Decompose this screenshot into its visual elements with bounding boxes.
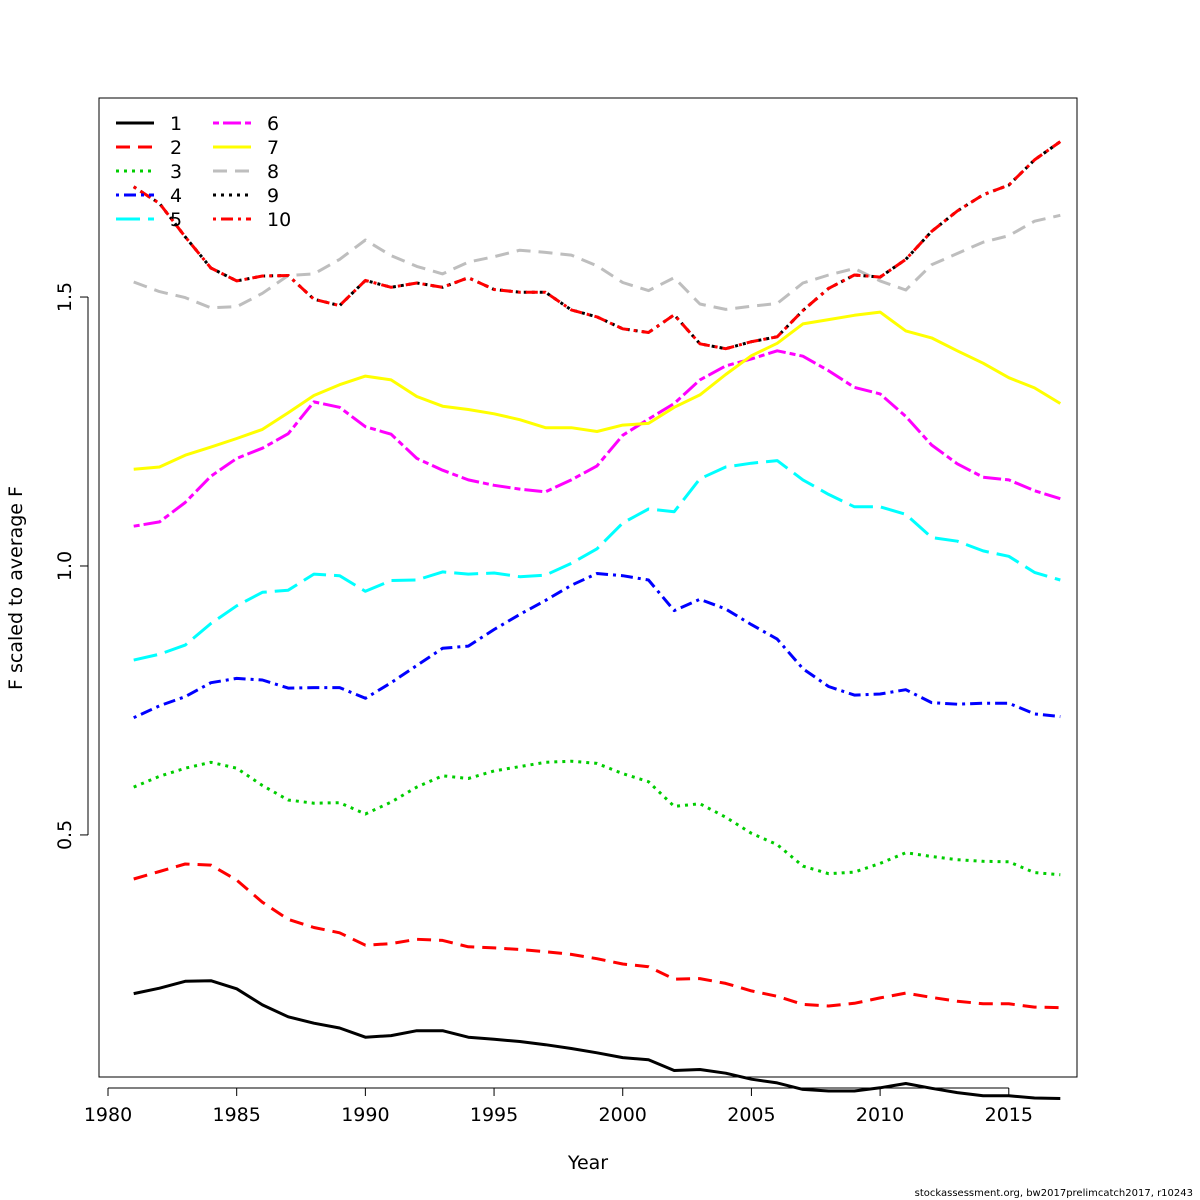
y-axis: 0.5 1.0 1.5 bbox=[54, 282, 89, 850]
series-line-7 bbox=[133, 310, 1062, 471]
series-line-5 bbox=[133, 459, 1061, 662]
legend-label-7: 7 bbox=[267, 137, 279, 159]
x-axis-label: Year bbox=[567, 1152, 608, 1174]
x-tick-label: 2010 bbox=[856, 1104, 904, 1126]
series-line-10 bbox=[132, 140, 1062, 351]
plot-frame bbox=[98, 97, 1078, 1078]
series-line-2 bbox=[133, 862, 1061, 1010]
legend-label-9: 9 bbox=[267, 185, 279, 207]
y-axis-label: F scaled to average F bbox=[5, 486, 27, 690]
legend-label-5: 5 bbox=[170, 209, 182, 231]
y-tick-label: 1.0 bbox=[54, 551, 76, 581]
x-axis: 1980 1985 1990 1995 2000 2005 2010 2015 bbox=[84, 1087, 1033, 1126]
footer-credit: stockassessment.org, bw2017prelimcatch20… bbox=[915, 1188, 1193, 1199]
x-tick-label: 1985 bbox=[213, 1104, 261, 1126]
legend-label-3: 3 bbox=[170, 161, 182, 183]
legend-label-6: 6 bbox=[267, 113, 279, 135]
x-tick-label: 1990 bbox=[341, 1104, 389, 1126]
series-line-1 bbox=[133, 979, 1061, 1100]
legend-label-2: 2 bbox=[170, 137, 182, 159]
legend-label-8: 8 bbox=[267, 161, 279, 183]
y-tick-label: 0.5 bbox=[54, 820, 76, 850]
series-line-6 bbox=[133, 349, 1061, 528]
legend-label-1: 1 bbox=[170, 113, 182, 135]
x-tick-label: 2000 bbox=[599, 1104, 647, 1126]
x-tick-label: 2005 bbox=[727, 1104, 775, 1126]
legend-label-10: 10 bbox=[267, 209, 291, 231]
x-tick-label: 1995 bbox=[470, 1104, 518, 1126]
series-line-4 bbox=[133, 572, 1061, 720]
x-tick-label: 2015 bbox=[985, 1104, 1033, 1126]
y-tick-label: 1.5 bbox=[54, 282, 76, 312]
series-line-3 bbox=[133, 759, 1061, 877]
legend-label-4: 4 bbox=[170, 185, 182, 207]
x-tick-label: 1980 bbox=[84, 1104, 132, 1126]
series-layer bbox=[132, 140, 1062, 1100]
